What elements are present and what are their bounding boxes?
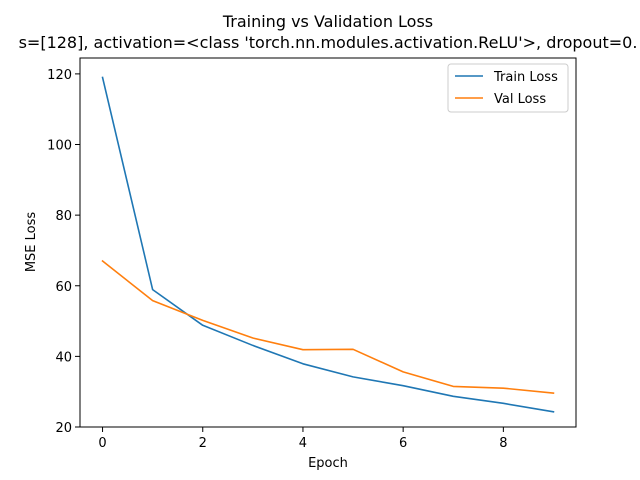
y-axis-ticks: 20 40 60 80 100 120 bbox=[47, 68, 80, 436]
y-tick-label: 60 bbox=[55, 280, 72, 295]
series-line-train-loss bbox=[101, 76, 555, 413]
series-line-val-loss bbox=[101, 259, 555, 394]
x-tick-label: 8 bbox=[499, 436, 507, 451]
y-axis-label: MSE Loss bbox=[24, 212, 39, 273]
x-axis-label: Epoch bbox=[308, 456, 348, 471]
legend-label-val-loss: Val Loss bbox=[494, 92, 546, 107]
y-tick-label: 40 bbox=[55, 350, 72, 365]
chart-subtitle: s=[128], activation=<class 'torch.nn.mod… bbox=[19, 33, 638, 52]
x-tick-label: 0 bbox=[98, 436, 106, 451]
legend: Train Loss Val Loss bbox=[447, 63, 569, 113]
x-tick-label: 4 bbox=[299, 436, 307, 451]
y-tick-label: 120 bbox=[47, 68, 72, 83]
plot-frame bbox=[79, 57, 577, 428]
y-tick-label: 80 bbox=[55, 209, 72, 224]
x-tick-label: 2 bbox=[199, 436, 207, 451]
x-tick-label: 6 bbox=[399, 436, 407, 451]
y-tick-label: 100 bbox=[47, 139, 72, 154]
legend-label-train-loss: Train Loss bbox=[493, 70, 558, 85]
y-tick-label: 20 bbox=[55, 421, 72, 436]
x-axis-ticks: 0 2 4 6 8 bbox=[98, 427, 507, 451]
plot-series bbox=[101, 76, 555, 413]
chart-title: Training vs Validation Loss bbox=[222, 12, 433, 31]
